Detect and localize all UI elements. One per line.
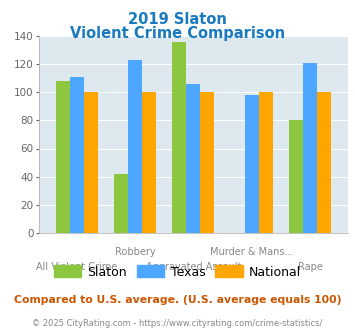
Text: 2019 Slaton: 2019 Slaton [128,12,227,26]
Text: © 2025 CityRating.com - https://www.cityrating.com/crime-statistics/: © 2025 CityRating.com - https://www.city… [32,319,323,328]
Bar [128,60,142,233]
Bar [142,92,156,233]
Bar [56,81,70,233]
Bar [303,63,317,233]
Bar [259,92,273,233]
Text: Robbery: Robbery [115,247,155,256]
Text: Violent Crime Comparison: Violent Crime Comparison [70,26,285,41]
Bar [201,92,214,233]
Bar [245,95,259,233]
Legend: Slaton, Texas, National: Slaton, Texas, National [54,265,301,279]
Bar [70,77,84,233]
Text: Aggravated Assault: Aggravated Assault [146,262,241,272]
Bar [289,120,303,233]
Text: Rape: Rape [297,262,322,272]
Bar [114,174,128,233]
Bar [84,92,98,233]
Bar [186,84,201,233]
Bar [173,42,186,233]
Bar [317,92,331,233]
Text: Murder & Mans...: Murder & Mans... [210,247,294,256]
Text: Compared to U.S. average. (U.S. average equals 100): Compared to U.S. average. (U.S. average … [14,295,341,305]
Text: All Violent Crime: All Violent Crime [36,262,118,272]
